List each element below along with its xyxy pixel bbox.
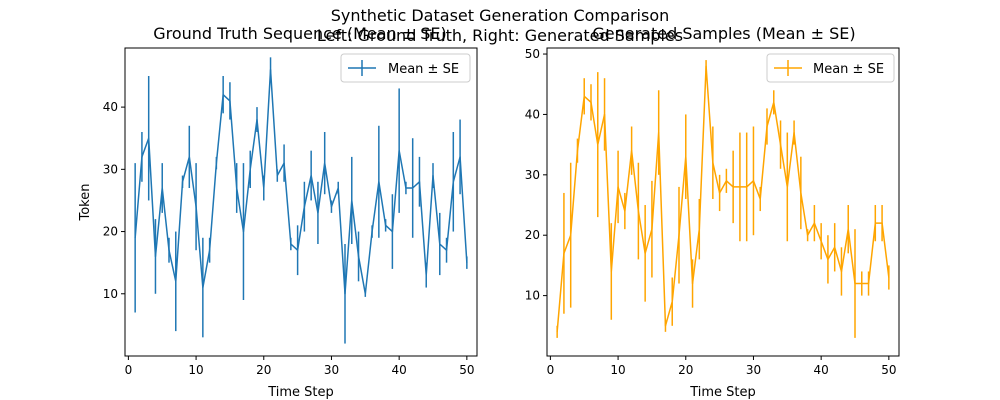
x-axis-label: Time Step	[267, 385, 334, 400]
generated-samples-subplot: Generated Samples (Mean ± SE) 0 10 20 30 40 5…	[525, 24, 900, 400]
series-line	[556, 65, 890, 332]
y-tick-label: 20	[525, 228, 540, 242]
subplot-title: Generated Samples (Mean ± SE)	[592, 24, 855, 43]
x-tick-label: 40	[392, 363, 407, 377]
axes-frame	[546, 47, 900, 357]
series-line	[134, 69, 468, 295]
legend-box	[340, 53, 471, 83]
y-tick-label: 20	[103, 225, 118, 239]
x-tick-label: 20	[256, 363, 271, 377]
y-tick-label: 30	[525, 168, 540, 182]
subplot-title: Ground Truth Sequence (Mean ± SE)	[153, 24, 447, 43]
legend-label: Mean ± SE	[388, 62, 459, 77]
x-tick-label: 30	[746, 363, 761, 377]
x-tick-label: 40	[814, 363, 829, 377]
x-tick-label: 10	[188, 363, 203, 377]
legend: Mean ± SE	[766, 53, 895, 83]
x-tick-label: 20	[678, 363, 693, 377]
y-axis-label: Token	[78, 184, 93, 222]
y-tick-label: 10	[103, 287, 118, 301]
legend-label: Mean ± SE	[813, 62, 884, 77]
x-tick-label: 10	[610, 363, 625, 377]
y-tick-label: 40	[103, 100, 118, 114]
y-tick-label: 50	[525, 47, 540, 61]
ground-truth-subplot: Ground Truth Sequence (Mean ± SE) 0 10 20 3…	[78, 24, 478, 400]
x-tick-label: 50	[459, 363, 474, 377]
y-tick-label: 30	[103, 162, 118, 176]
x-tick-label: 50	[881, 363, 896, 377]
figure-title-line2: Left: Ground Truth, Right: Generated Sam…	[317, 26, 683, 45]
y-tick-label: 40	[525, 107, 540, 121]
y-tick-label: 10	[525, 289, 540, 303]
figure-title-line1: Synthetic Dataset Generation Comparison	[331, 6, 670, 25]
x-tick-label: 30	[324, 363, 339, 377]
axes-frame	[124, 47, 478, 357]
x-axis-label: Time Step	[689, 385, 756, 400]
x-tick-label: 0	[125, 363, 133, 377]
legend: Mean ± SE	[340, 53, 471, 83]
legend-box	[766, 53, 895, 83]
x-tick-label: 0	[547, 363, 555, 377]
